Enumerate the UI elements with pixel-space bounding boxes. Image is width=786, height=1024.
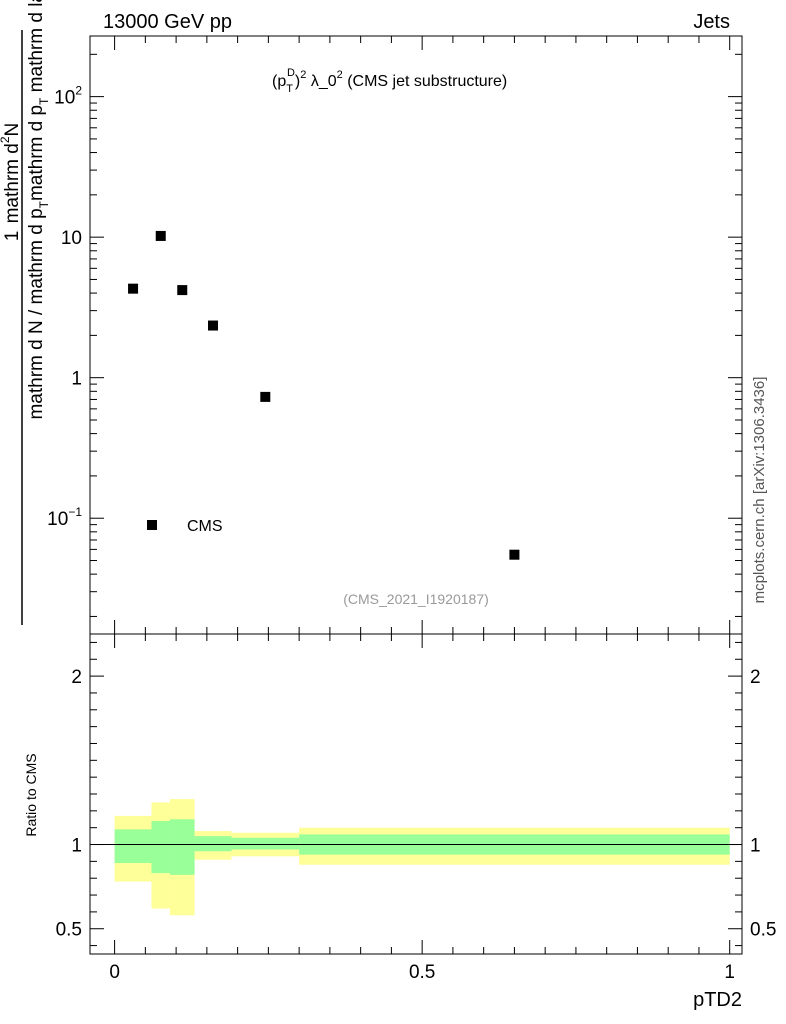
process-label: Jets <box>693 11 730 33</box>
legend-label: CMS <box>187 518 223 535</box>
main-y-tick-label: 10−1 <box>47 505 82 530</box>
main-y-tick-label: 1 <box>71 369 82 390</box>
ratio-y-tick-label: 2 <box>71 667 82 688</box>
ratio-bands <box>90 799 742 916</box>
ratio-inner-band <box>151 820 170 874</box>
cms-data-point <box>128 283 139 294</box>
x-tick-label: 1 <box>724 962 735 983</box>
x-tick-label: 0.5 <box>409 962 435 983</box>
cms-data-point <box>260 391 271 402</box>
ratio-ticks: 0.5 0.5 1 1 2 2 0 0.5 1 <box>56 634 776 983</box>
ratio-inner-band <box>169 819 195 875</box>
main-y-axis-label: 1 mathrm d2N mathrm d N / mathrm d pTmat… <box>0 0 51 625</box>
ratio-y-tick-label-right: 2 <box>750 667 761 688</box>
main-y-ticks: 10−1 1 10 102 <box>47 36 742 634</box>
main-y-tick-label: 102 <box>54 84 82 109</box>
cms-data-point <box>155 230 166 241</box>
ratio-y-label: Ratio to CMS <box>23 753 39 836</box>
cms-data-point <box>208 320 219 331</box>
main-data-points <box>128 230 520 560</box>
y-label-upper: 1 mathrm d2N <box>0 123 23 242</box>
ratio-inner-band <box>194 836 232 852</box>
main-plot-frame <box>89 35 743 635</box>
analysis-annotation: (CMS_2021_I1920187) <box>343 591 489 607</box>
energy-label: 13000 GeV pp <box>103 11 232 33</box>
ratio-inner-band <box>231 837 300 850</box>
x-tick-label: 0 <box>109 962 120 983</box>
side-label: mcplots.cern.ch [arXiv:1306.3436] <box>751 377 768 604</box>
cms-data-point <box>177 285 188 296</box>
legend-marker <box>147 520 157 530</box>
main-y-tick-label: 10 <box>61 228 82 249</box>
ratio-inner-band <box>114 829 152 864</box>
main-title: (pTD)2 λ_02 (CMS jet substructure) <box>272 67 507 95</box>
ratio-y-tick-label-right: 0.5 <box>750 920 776 941</box>
x-axis-label: pTD2 <box>693 989 742 1011</box>
cms-data-point <box>509 549 520 560</box>
ratio-y-tick-label: 1 <box>71 836 82 857</box>
ratio-y-tick-label-right: 1 <box>750 836 761 857</box>
ratio-y-tick-label: 0.5 <box>56 920 82 941</box>
y-label-lower: mathrm d N / mathrm d pTmathrm d pT math… <box>26 0 51 420</box>
